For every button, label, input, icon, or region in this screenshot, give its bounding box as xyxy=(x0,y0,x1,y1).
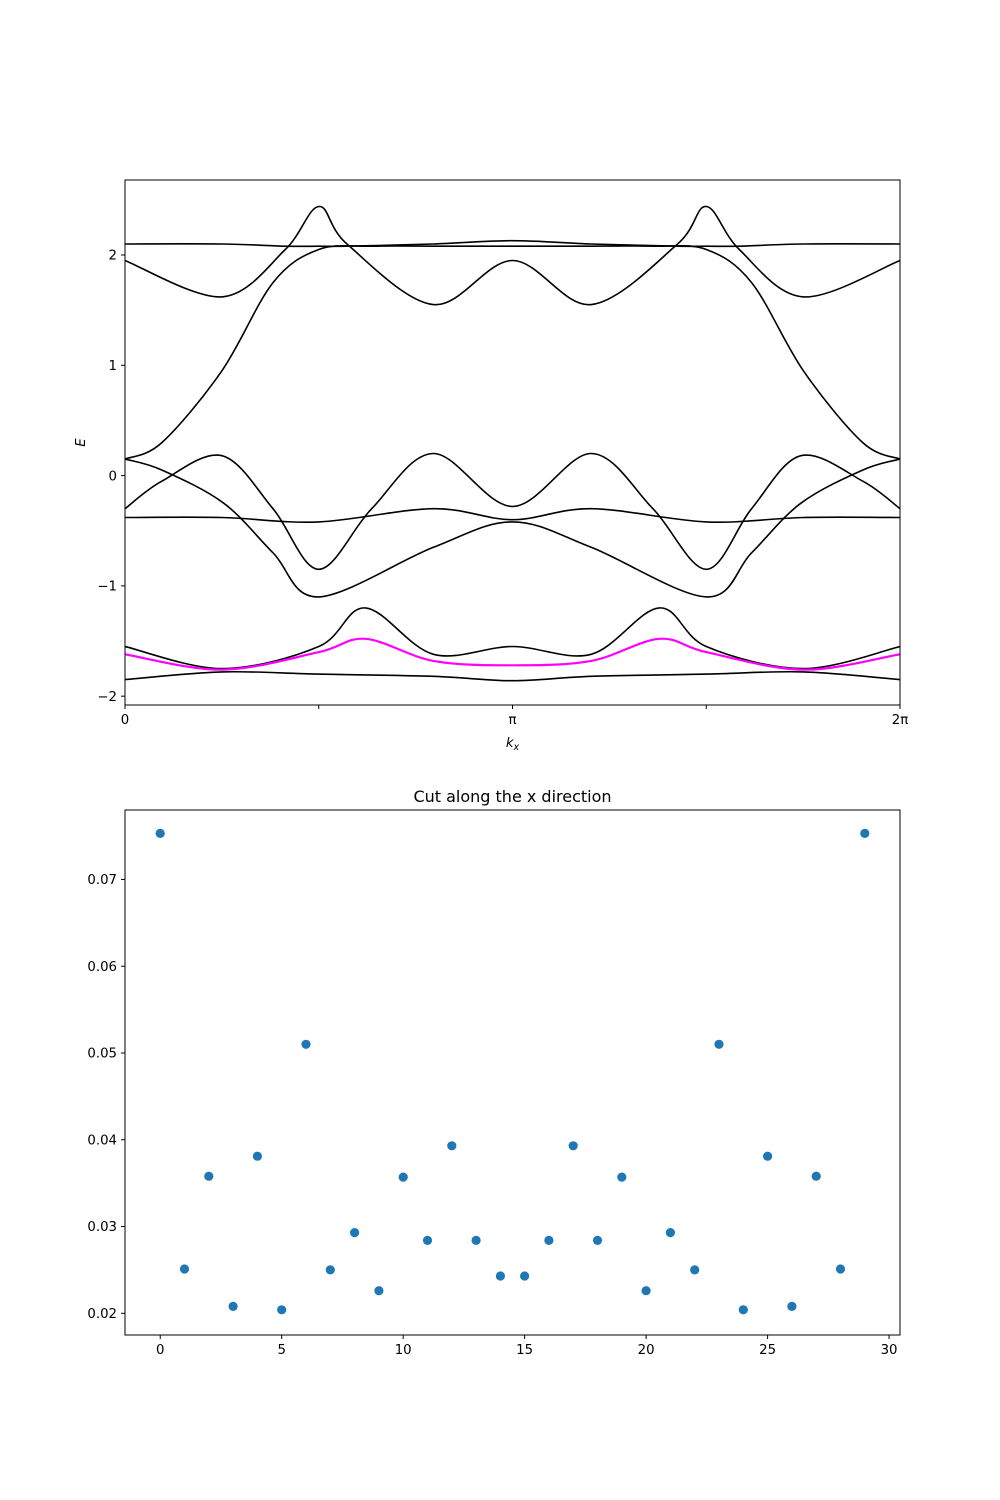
x-tick-label: 5 xyxy=(277,1343,285,1358)
band-lines xyxy=(125,205,900,682)
scatter-point xyxy=(228,1301,238,1311)
band-line xyxy=(125,239,900,248)
y-tick-label: −2 xyxy=(97,690,117,705)
scatter-point xyxy=(835,1264,846,1274)
scatter-point xyxy=(179,1264,190,1274)
y-tick-label: −1 xyxy=(97,580,117,595)
x-tick-label: 30 xyxy=(881,1343,898,1358)
highlighted-band-line xyxy=(125,637,900,671)
scatter-point xyxy=(301,1039,311,1049)
y-tick-label: 0 xyxy=(109,469,117,484)
scatter-point xyxy=(495,1271,505,1281)
scatter-points xyxy=(155,828,870,1315)
plot-frame-bottom xyxy=(124,809,901,1336)
x-tick-label: 15 xyxy=(516,1343,533,1358)
scatter-point xyxy=(738,1305,748,1315)
scatter-point xyxy=(544,1235,554,1245)
y-tick-label: 0.05 xyxy=(87,1047,117,1062)
band-line xyxy=(125,507,900,523)
scatter-point xyxy=(592,1235,603,1245)
band-line xyxy=(125,205,900,306)
y-tick-label: 1 xyxy=(109,359,117,374)
scatter-point xyxy=(641,1286,651,1296)
y-tick-label: 0.04 xyxy=(87,1133,117,1148)
scatter-point xyxy=(471,1235,481,1245)
x-axis-ticks-top: 0 π 2π xyxy=(121,705,908,728)
scatter-point xyxy=(447,1141,457,1151)
band-line xyxy=(125,458,900,598)
scatter-point xyxy=(325,1265,335,1275)
x-axis-ticks-bottom: 0 5 10 15 20 25 30 xyxy=(156,1335,898,1358)
band-line xyxy=(125,607,900,670)
scatter-point xyxy=(690,1265,700,1275)
x-tick-label: 25 xyxy=(759,1343,776,1358)
y-tick-label: 0.03 xyxy=(87,1220,117,1235)
scatter-point xyxy=(398,1172,408,1182)
scatter-point xyxy=(350,1228,360,1238)
y-tick-label: 0.06 xyxy=(87,960,117,975)
scatter-point xyxy=(860,828,870,839)
scatter-point xyxy=(155,828,165,839)
scatter-point xyxy=(665,1228,676,1238)
scatter-point xyxy=(252,1151,262,1161)
scatter-point xyxy=(374,1286,384,1296)
cut-scatter-plot: Cut along the x direction 0 5 10 15 20 25 30 0… xyxy=(87,787,901,1358)
y-tick-label: 0.07 xyxy=(87,873,117,888)
scatter-point xyxy=(568,1141,578,1151)
scatter-point xyxy=(520,1271,530,1281)
y-axis-label-top: E xyxy=(74,438,89,447)
scatter-point xyxy=(617,1172,627,1182)
y-axis-ticks-top: −2 −1 0 1 2 xyxy=(97,249,125,705)
scatter-point xyxy=(204,1171,214,1181)
band-line xyxy=(125,670,900,682)
scatter-point xyxy=(422,1235,433,1245)
x-tick-label: π xyxy=(508,713,516,728)
band-structure-plot: 0 π 2π −2 −1 0 1 2 kx E xyxy=(74,179,908,753)
y-axis-ticks-bottom: 0.02 0.03 0.04 0.05 0.06 0.07 xyxy=(87,873,125,1322)
x-tick-label: 20 xyxy=(638,1343,655,1358)
scatter-point xyxy=(714,1039,724,1049)
x-tick-label: 0 xyxy=(121,713,129,728)
y-tick-label: 2 xyxy=(109,249,117,264)
scatter-point xyxy=(787,1301,797,1311)
band-line xyxy=(125,244,900,460)
scatter-point xyxy=(277,1305,287,1315)
chart-title: Cut along the x direction xyxy=(413,787,611,806)
x-tick-label: 10 xyxy=(395,1343,412,1358)
x-tick-label: 0 xyxy=(156,1343,164,1358)
x-tick-label: 2π xyxy=(892,713,908,728)
scatter-point xyxy=(811,1171,821,1181)
band-line xyxy=(125,452,900,571)
y-tick-label: 0.02 xyxy=(87,1307,117,1322)
x-axis-label-top: kx xyxy=(506,736,520,753)
scatter-point xyxy=(763,1151,773,1161)
